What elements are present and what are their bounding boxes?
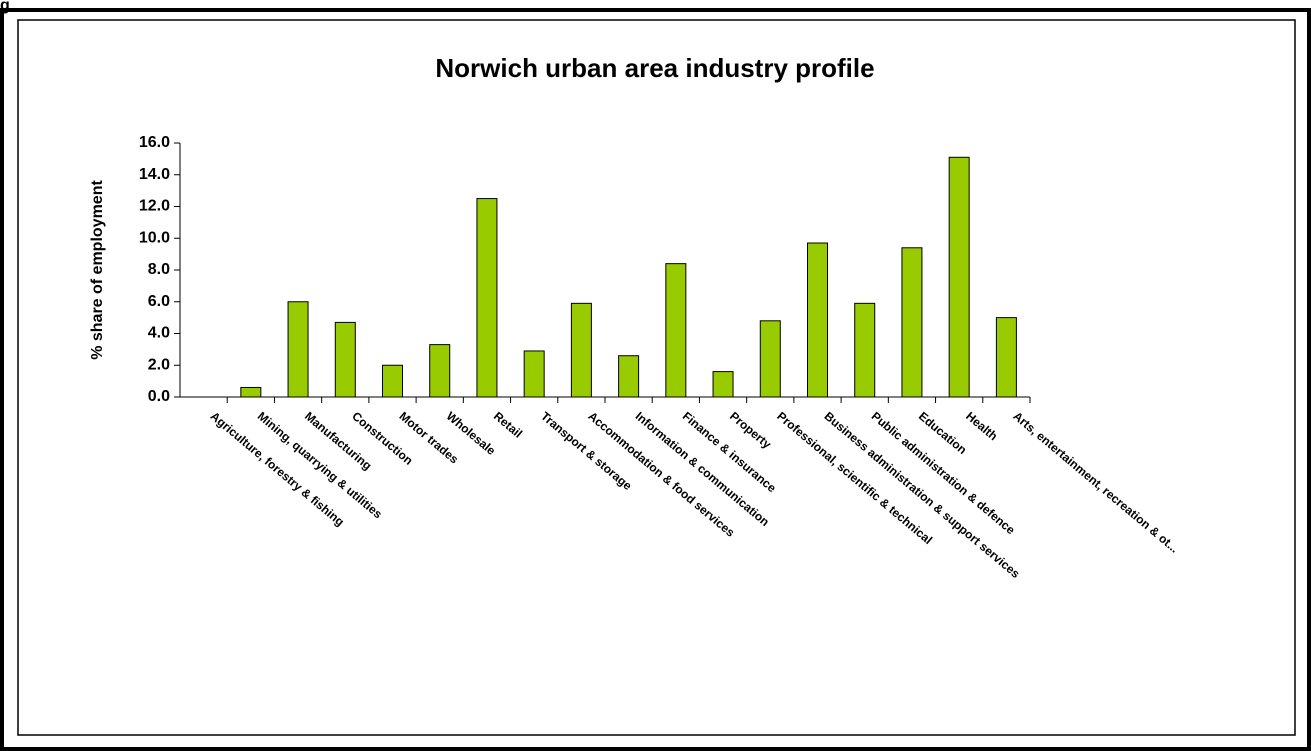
y-tick-label: 2.0 bbox=[148, 356, 170, 373]
bar bbox=[854, 302, 876, 398]
x-tick-label: Health bbox=[963, 409, 1000, 443]
chart-border bbox=[17, 19, 1296, 736]
y-tick-label: 8.0 bbox=[148, 261, 170, 278]
bar bbox=[712, 371, 734, 398]
bar bbox=[807, 242, 828, 398]
bar bbox=[665, 263, 687, 398]
figure-label: g bbox=[0, 0, 10, 14]
outer-border bbox=[0, 8, 1311, 751]
bar bbox=[759, 320, 781, 398]
x-tick-label: Property bbox=[727, 409, 774, 452]
bar bbox=[240, 386, 262, 398]
bar bbox=[382, 364, 403, 398]
bar bbox=[523, 350, 545, 398]
x-tick-label: Retail bbox=[491, 409, 525, 441]
bar bbox=[476, 198, 498, 398]
bar bbox=[570, 302, 592, 398]
bar bbox=[334, 321, 356, 398]
bar bbox=[995, 317, 1017, 398]
y-tick-label: 4.0 bbox=[148, 325, 170, 342]
y-axis-label: % share of employment bbox=[89, 180, 106, 360]
y-tick-label: 10.0 bbox=[139, 229, 170, 246]
bar bbox=[901, 247, 923, 398]
y-tick-label: 6.0 bbox=[148, 293, 170, 310]
x-tick-label: Transport & storage bbox=[538, 409, 635, 493]
y-tick-label: 12.0 bbox=[139, 198, 170, 215]
bar bbox=[429, 344, 451, 398]
bar bbox=[618, 355, 640, 398]
x-tick-label: Arts, entertainment, recreation & ot... bbox=[1010, 409, 1181, 556]
y-tick-label: 16.0 bbox=[139, 134, 170, 151]
y-tick-label: 14.0 bbox=[139, 166, 170, 183]
y-tick-label: 0.0 bbox=[148, 388, 170, 405]
bar bbox=[287, 301, 309, 398]
chart-title: Norwich urban area industry profile bbox=[435, 53, 874, 83]
bar bbox=[948, 156, 970, 398]
